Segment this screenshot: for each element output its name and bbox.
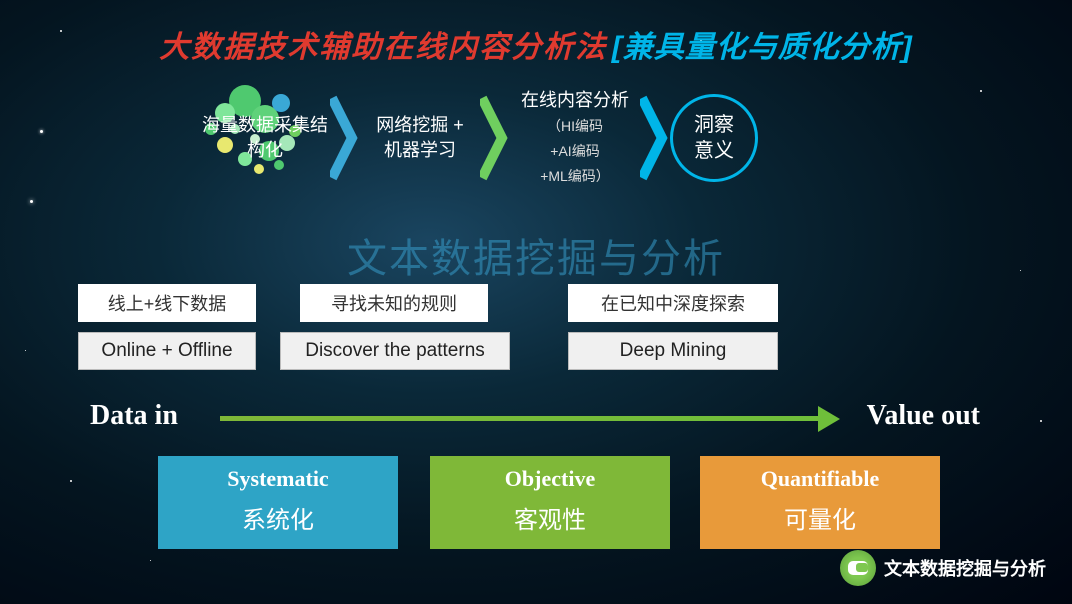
quality-box: Objective 客观性 — [430, 456, 670, 549]
arrow-label-right: Value out — [867, 400, 980, 432]
star — [30, 200, 33, 203]
process-step-2b: 机器学习 — [384, 140, 456, 160]
headline-red: 大数据技术辅助在线内容分析法 — [159, 31, 607, 64]
info-box-cn: 线上+线下数据 — [78, 284, 256, 322]
process-step-3-sub: （HI编码 — [547, 118, 603, 134]
quality-eng: Objective — [430, 466, 670, 492]
wechat-icon — [840, 550, 876, 586]
watermark-text: 文本数据挖掘与分析 — [0, 226, 1072, 284]
info-box-en: Discover the patterns — [280, 332, 510, 370]
process-step-1: 海量数据采集结构化 — [200, 113, 330, 163]
insight-circle: 洞察 意义 — [670, 94, 758, 182]
quality-chn: 可量化 — [700, 500, 940, 535]
info-box-en: Online + Offline — [78, 332, 256, 370]
headline-blue: [兼具量化与质化分析] — [612, 31, 913, 64]
star — [25, 350, 26, 351]
quality-chn: 客观性 — [430, 500, 670, 535]
quality-box: Systematic 系统化 — [158, 456, 398, 549]
process-row: 海量数据采集结构化 网络挖掘 + 机器学习 在线内容分析 （HI编码 +AI编码… — [200, 78, 880, 198]
star — [980, 90, 982, 92]
star — [70, 480, 72, 482]
chevron-icon — [480, 93, 510, 183]
star — [1040, 420, 1042, 422]
process-step-3: 在线内容分析 （HI编码 +AI编码 +ML编码） — [510, 88, 640, 189]
arrow-line — [220, 416, 830, 421]
star — [40, 130, 43, 133]
quality-eng: Quantifiable — [700, 466, 940, 492]
process-step-3-sub: +AI编码 — [550, 143, 599, 159]
data-value-arrow: Data in Value out — [90, 400, 980, 440]
star — [150, 560, 151, 561]
insight-b: 意义 — [694, 138, 734, 164]
process-step-2: 网络挖掘 + 机器学习 — [360, 113, 480, 163]
info-box-en: Deep Mining — [568, 332, 778, 370]
quality-chn: 系统化 — [158, 500, 398, 535]
arrow-head-icon — [818, 406, 840, 432]
insight-a: 洞察 — [694, 112, 734, 138]
account-logo: 文本数据挖掘与分析 — [840, 550, 1046, 586]
headline: 大数据技术辅助在线内容分析法 [兼具量化与质化分析] — [0, 22, 1072, 66]
process-step-3-title: 在线内容分析 — [521, 90, 629, 110]
quality-eng: Systematic — [158, 466, 398, 492]
process-step-2a: 网络挖掘 + — [376, 115, 464, 135]
quality-box: Quantifiable 可量化 — [700, 456, 940, 549]
logo-text: 文本数据挖掘与分析 — [884, 555, 1046, 581]
chevron-icon — [330, 93, 360, 183]
arrow-label-left: Data in — [90, 400, 178, 432]
info-box-cn: 在已知中深度探索 — [568, 284, 778, 322]
info-box-cn: 寻找未知的规则 — [300, 284, 488, 322]
process-step-3-sub: +ML编码） — [540, 168, 610, 184]
chevron-icon — [640, 93, 670, 183]
